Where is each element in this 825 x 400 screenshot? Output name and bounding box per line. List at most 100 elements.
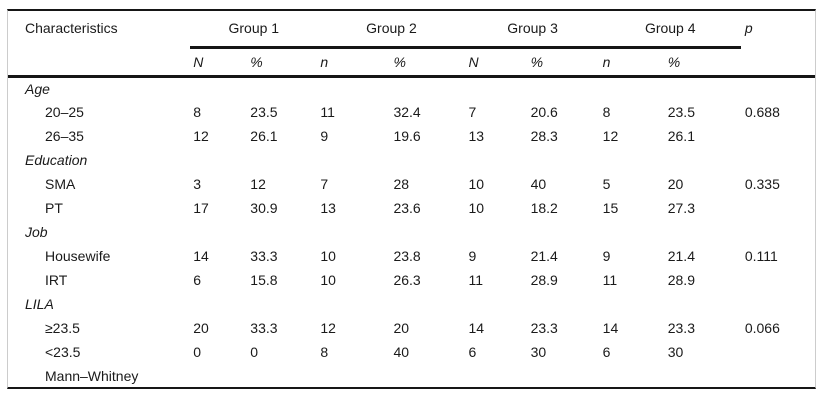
value-cell: 13 (320, 200, 336, 216)
row-label: 20–25 (45, 104, 84, 120)
value-cell: 15.8 (250, 272, 278, 288)
table-row: IRT 6 15.8 10 26.3 11 28.9 11 28.9 (8, 268, 815, 292)
value-cell: 11 (468, 272, 484, 288)
value-cell: 23.8 (393, 248, 421, 264)
value-cell: 23.5 (250, 104, 278, 120)
value-cell: 11 (320, 104, 335, 120)
value-cell: 17 (193, 200, 209, 216)
value-cell: 8 (602, 104, 611, 120)
col-header-p: p (740, 11, 815, 78)
value-cell: 27.3 (667, 200, 695, 216)
value-cell: 8 (320, 344, 329, 360)
table-row: 20–25 8 23.5 11 32.4 7 20.6 8 23.5 0.688 (8, 100, 815, 124)
value-cell: 9 (602, 248, 611, 264)
value-cell: 23.3 (667, 320, 695, 336)
row-label: Housewife (45, 248, 111, 264)
value-cell: 10 (320, 272, 336, 288)
section-header-row: LILA (8, 292, 815, 316)
value-cell: 6 (468, 344, 477, 360)
value-cell: 18.2 (530, 200, 558, 216)
value-cell: 10 (468, 176, 485, 192)
p-value-cell (741, 268, 815, 292)
value-cell: 26.1 (250, 128, 278, 144)
header-row-groups: Characteristics Group 1 Group 2 Group 3 … (8, 11, 815, 78)
value-cell: 26.3 (393, 272, 421, 288)
value-cell: 12 (602, 128, 619, 144)
value-cell: 30 (667, 344, 684, 360)
value-cell: 28.3 (530, 128, 558, 144)
row-label: PT (45, 200, 63, 216)
value-cell: 10 (468, 200, 485, 216)
value-cell: 20.6 (530, 104, 558, 120)
value-cell: 15 (602, 200, 619, 216)
value-cell: 26.1 (667, 128, 695, 144)
value-cell: 14 (193, 248, 209, 264)
p-value-cell (741, 124, 815, 148)
value-cell: 14 (602, 320, 619, 336)
header-row-subcolumns: N % n % N % n % (8, 47, 815, 78)
value-cell: 28.9 (667, 272, 695, 288)
value-cell: 12 (193, 128, 209, 144)
col-header-group3: Group 3 (465, 11, 600, 49)
section-header-row: Age (8, 76, 815, 100)
value-cell: 14 (468, 320, 485, 336)
value-cell: 21.4 (530, 248, 558, 264)
section-label-age: Age (25, 80, 50, 97)
value-cell: 28 (393, 176, 410, 192)
value-cell: 30 (530, 344, 547, 360)
row-label: <23.5 (45, 344, 81, 360)
table-row: ≥23.5 20 33.3 12 20 14 23.3 14 23.3 0.06… (8, 316, 815, 340)
value-cell: 6 (193, 272, 202, 288)
subheader-group3-n: N (465, 47, 528, 78)
subheader-group4-n: n (599, 47, 665, 78)
value-cell: 40 (530, 176, 547, 192)
p-value-cell: 0.335 (744, 176, 780, 192)
table-row: Housewife 14 33.3 10 23.8 9 21.4 9 21.4 … (8, 244, 815, 268)
section-label-education: Education (25, 152, 88, 168)
p-value-cell (741, 340, 815, 364)
table-row: 26–35 12 26.1 9 19.6 13 28.3 12 26.1 (8, 124, 815, 148)
value-cell: 33.3 (250, 320, 278, 336)
p-value-cell: 0.111 (744, 248, 778, 264)
row-label: ≥23.5 (45, 320, 80, 336)
value-cell: 20 (393, 320, 410, 336)
characteristics-table: Characteristics Group 1 Group 2 Group 3 … (8, 11, 815, 388)
value-cell: 6 (602, 344, 611, 360)
row-label: SMA (45, 176, 76, 192)
value-cell: 20 (193, 320, 209, 336)
section-label-lila: LILA (25, 296, 54, 312)
row-label: 26–35 (45, 128, 84, 144)
value-cell: 40 (393, 344, 410, 360)
col-header-group4: Group 4 (599, 11, 741, 49)
subheader-group1-pct: % (247, 47, 318, 78)
value-cell: 7 (320, 176, 329, 192)
value-cell: 21.4 (667, 248, 695, 264)
value-cell: 5 (602, 176, 611, 192)
value-cell: 7 (468, 104, 477, 120)
section-header-row: Job (8, 220, 815, 244)
p-value-cell: 0.066 (744, 320, 780, 336)
value-cell: 0 (250, 344, 259, 360)
value-cell: 23.3 (530, 320, 558, 336)
value-cell: 28.9 (530, 272, 558, 288)
subheader-group4-pct: % (664, 47, 741, 78)
value-cell: 19.6 (393, 128, 421, 144)
value-cell: 12 (250, 176, 266, 192)
value-cell: 12 (320, 320, 336, 336)
col-header-group1: Group 1 (190, 11, 318, 49)
table-row: Mann–Whitney (8, 364, 815, 388)
row-label: IRT (45, 272, 68, 288)
value-cell: 3 (193, 176, 202, 192)
col-header-characteristics: Characteristics (8, 11, 191, 78)
col-header-group2: Group 2 (317, 11, 466, 49)
value-cell: 9 (468, 248, 477, 264)
p-value-cell (741, 196, 815, 220)
subheader-group1-n: N (190, 47, 248, 78)
value-cell: 23.5 (667, 104, 695, 120)
statistical-method-label: Mann–Whitney (45, 368, 139, 384)
p-value-cell: 0.688 (744, 104, 780, 120)
value-cell: 11 (602, 272, 618, 288)
value-cell: 8 (193, 104, 202, 120)
value-cell: 23.6 (393, 200, 421, 216)
value-cell: 0 (193, 344, 202, 360)
